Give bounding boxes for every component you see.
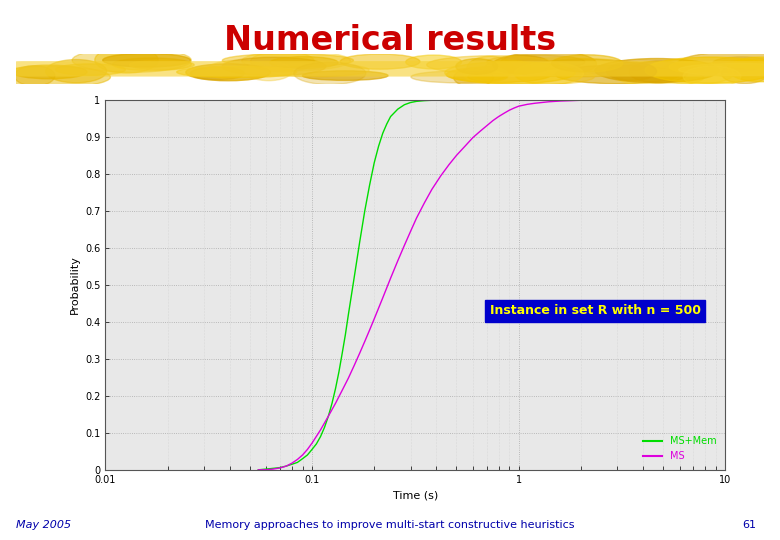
Ellipse shape — [463, 66, 508, 82]
Ellipse shape — [467, 56, 513, 80]
Ellipse shape — [728, 57, 780, 82]
Ellipse shape — [177, 66, 296, 78]
Ellipse shape — [12, 65, 87, 79]
Ellipse shape — [129, 60, 194, 70]
Ellipse shape — [487, 55, 585, 69]
Ellipse shape — [551, 55, 622, 72]
Ellipse shape — [340, 54, 420, 69]
Ellipse shape — [246, 62, 292, 80]
Ellipse shape — [529, 59, 641, 77]
Ellipse shape — [607, 62, 657, 80]
Ellipse shape — [259, 63, 369, 77]
Ellipse shape — [250, 51, 314, 72]
Ellipse shape — [242, 51, 350, 71]
Ellipse shape — [484, 60, 531, 76]
Text: Instance in set R with n = 500: Instance in set R with n = 500 — [490, 304, 700, 317]
Ellipse shape — [454, 69, 494, 87]
Text: Numerical results: Numerical results — [224, 24, 556, 57]
Ellipse shape — [46, 59, 107, 83]
Ellipse shape — [294, 62, 366, 85]
Ellipse shape — [207, 60, 269, 80]
Ellipse shape — [683, 63, 759, 72]
X-axis label: Time (s): Time (s) — [392, 490, 438, 500]
Y-axis label: Probability: Probability — [69, 255, 80, 314]
Ellipse shape — [186, 64, 271, 81]
Ellipse shape — [445, 62, 575, 84]
Ellipse shape — [679, 63, 780, 76]
Ellipse shape — [669, 62, 707, 72]
Text: 61: 61 — [743, 520, 757, 530]
Ellipse shape — [411, 71, 508, 83]
Ellipse shape — [629, 61, 688, 83]
Text: Memory approaches to improve multi-start constructive heuristics: Memory approaches to improve multi-start… — [205, 520, 575, 530]
Ellipse shape — [500, 51, 597, 76]
Ellipse shape — [616, 70, 704, 86]
Ellipse shape — [0, 66, 111, 88]
Ellipse shape — [713, 57, 771, 69]
Legend: MS+Mem, MS: MS+Mem, MS — [639, 433, 721, 465]
Ellipse shape — [222, 57, 326, 76]
Ellipse shape — [103, 53, 190, 67]
Ellipse shape — [14, 66, 55, 86]
Ellipse shape — [677, 51, 780, 76]
Ellipse shape — [500, 58, 624, 75]
Ellipse shape — [406, 55, 462, 69]
Ellipse shape — [303, 71, 388, 80]
Ellipse shape — [706, 60, 771, 74]
Ellipse shape — [72, 48, 191, 72]
Ellipse shape — [95, 47, 158, 73]
Ellipse shape — [627, 62, 697, 72]
Ellipse shape — [427, 56, 559, 74]
Text: May 2005: May 2005 — [16, 520, 71, 530]
Ellipse shape — [270, 57, 338, 69]
Ellipse shape — [514, 63, 583, 85]
Ellipse shape — [190, 67, 244, 80]
Ellipse shape — [55, 64, 126, 75]
Ellipse shape — [493, 56, 551, 74]
Ellipse shape — [645, 57, 777, 83]
Ellipse shape — [722, 64, 768, 84]
Ellipse shape — [446, 67, 551, 83]
Ellipse shape — [456, 59, 498, 74]
Ellipse shape — [726, 59, 780, 69]
Ellipse shape — [683, 66, 741, 87]
Ellipse shape — [468, 69, 594, 85]
Ellipse shape — [555, 65, 679, 84]
Ellipse shape — [112, 58, 191, 71]
FancyBboxPatch shape — [16, 61, 764, 77]
Ellipse shape — [222, 54, 353, 67]
Ellipse shape — [595, 58, 718, 83]
Ellipse shape — [657, 62, 734, 84]
